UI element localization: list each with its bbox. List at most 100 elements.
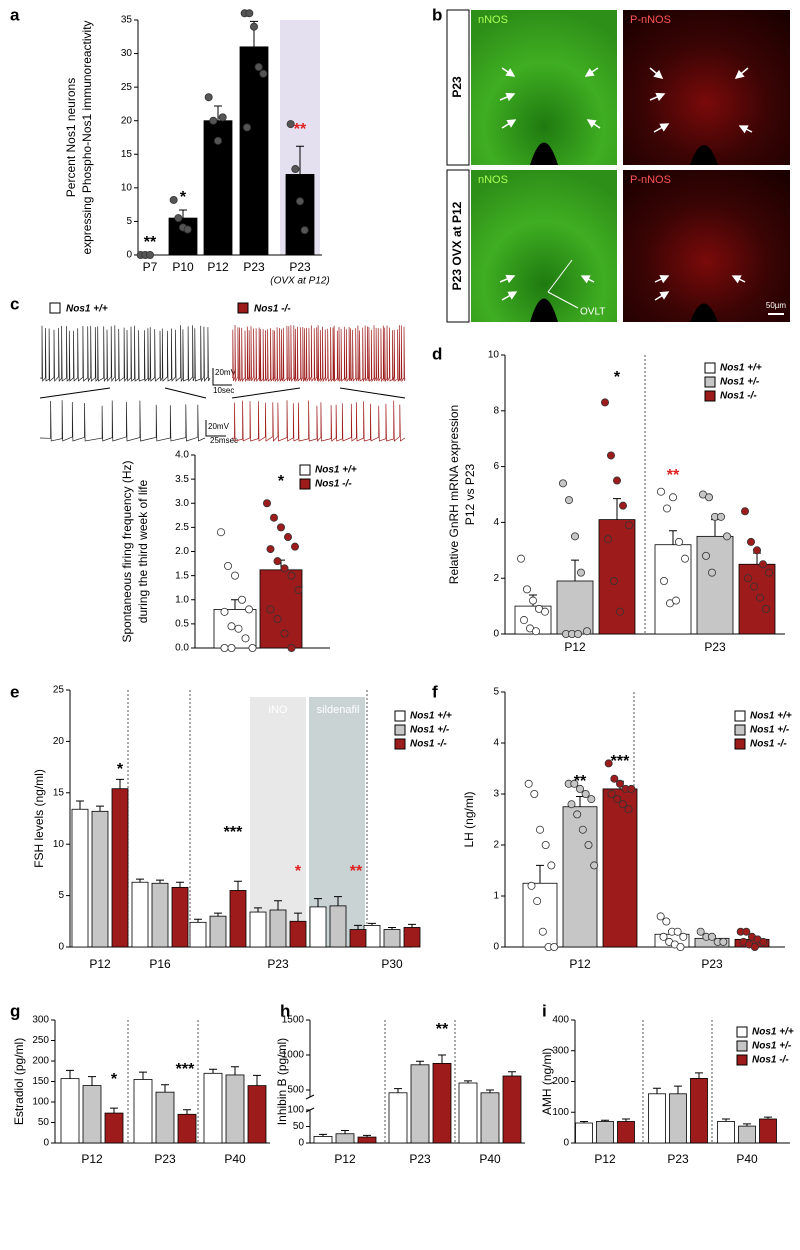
bar — [458, 1082, 478, 1144]
annotation: ** — [574, 773, 587, 790]
bar — [522, 882, 558, 948]
error-bar — [674, 1085, 682, 1094]
data-point — [218, 113, 227, 122]
data-point — [705, 493, 714, 502]
data-point — [291, 165, 300, 174]
data-point — [583, 627, 592, 636]
bar — [669, 1093, 687, 1144]
error-bar — [341, 1129, 349, 1134]
y-tick-label: 5 — [58, 890, 64, 901]
data-point — [662, 917, 671, 926]
bar — [690, 1078, 708, 1144]
panel-label: i — [542, 1001, 547, 1020]
bar — [696, 535, 734, 635]
error-bar — [508, 1071, 516, 1076]
data-point — [759, 937, 768, 946]
error-bar — [156, 879, 164, 884]
scale-label: 10sec — [213, 386, 234, 395]
zoom-line — [39, 387, 207, 399]
annotation: * — [111, 1071, 118, 1088]
bar — [104, 1112, 124, 1144]
y-tick-label: 200 — [552, 1076, 569, 1087]
x-tick-label: P23 — [701, 957, 723, 971]
bar — [335, 1133, 355, 1144]
micrograph — [623, 10, 790, 165]
data-point — [266, 605, 275, 614]
bar — [60, 1078, 80, 1144]
bar — [410, 1064, 430, 1144]
legend-label: Nos1 +/+ — [410, 711, 452, 722]
y-tick-label: 25 — [53, 685, 65, 696]
y-tick-label: 0 — [563, 1138, 569, 1149]
error-bar — [194, 918, 202, 923]
data-point — [533, 897, 542, 906]
y-tick-label: 10 — [488, 350, 500, 361]
error-bar — [234, 880, 242, 891]
error-bar — [388, 926, 396, 930]
arrows — [499, 67, 753, 301]
legend-swatch — [49, 302, 61, 314]
data-point — [750, 582, 759, 591]
panel-label: f — [432, 682, 438, 701]
panel-label: g — [10, 1001, 20, 1020]
bar — [617, 1121, 635, 1144]
y-tick-label: 25 — [121, 82, 133, 93]
error-bar — [438, 1054, 446, 1064]
legend-label: Nos1 +/+ — [720, 363, 762, 374]
bar — [759, 1118, 777, 1144]
panel-b: b P23 P23 OVX at P12 nNOS P-nNOS nNOS P-… — [432, 5, 790, 323]
legend-swatch — [736, 1054, 748, 1066]
data-point — [230, 571, 239, 580]
legend-label: Nos1 -/- — [750, 739, 787, 750]
error-bar — [711, 519, 719, 537]
data-point — [610, 774, 619, 783]
legend-label: Nos1 +/- — [720, 377, 760, 388]
chart: a Percent Nos1 neurons expressing Phospho-… — [10, 5, 330, 286]
data-point — [719, 937, 728, 946]
annotation: iNO — [269, 704, 288, 716]
x-tick-label: P23 — [267, 957, 289, 971]
annotation: ** — [294, 121, 307, 138]
trace — [231, 400, 406, 442]
data-point — [245, 9, 254, 18]
ventricle — [530, 142, 718, 322]
y-axis-label: P12 vs P23 — [463, 463, 477, 525]
error-bar — [576, 796, 584, 807]
scale-bar — [205, 368, 232, 437]
error-bar — [669, 530, 677, 545]
error-bar — [136, 878, 144, 883]
data-point — [300, 226, 309, 235]
data-point — [601, 398, 610, 407]
y-tick-label: 500 — [287, 1085, 304, 1096]
data-point — [248, 644, 257, 653]
annotation: * — [295, 863, 302, 880]
data-point — [295, 197, 304, 206]
error-bar — [695, 1072, 703, 1079]
bar — [82, 1085, 102, 1144]
y-tick-label: 0 — [58, 942, 64, 953]
error-bar — [209, 1068, 217, 1074]
y-tick-label: 1.5 — [175, 570, 189, 581]
error-bar — [486, 1089, 494, 1093]
annotation: * — [278, 473, 285, 490]
pointer — [547, 291, 579, 309]
data-point — [565, 496, 574, 505]
data-point — [675, 537, 684, 546]
data-point — [550, 943, 559, 952]
y-tick-label: 100 — [287, 1105, 304, 1116]
data-point — [660, 576, 669, 585]
data-point — [673, 927, 682, 936]
panel-label: h — [280, 1001, 290, 1020]
error-bar — [176, 881, 184, 888]
x-tick-label: P23 — [667, 1152, 689, 1166]
panel-label: e — [10, 682, 19, 701]
y-tick-label: 50 — [38, 1117, 50, 1128]
bar — [329, 905, 347, 948]
error-bar — [722, 1118, 730, 1122]
y-tick-label: 0 — [43, 1138, 49, 1149]
error-bar — [653, 1087, 661, 1094]
data-point — [762, 604, 771, 613]
legend-label: Nos1 +/+ — [750, 711, 792, 722]
data-point — [607, 451, 616, 460]
chart: c Spontaneous firing frequency (Hz) during… — [10, 294, 357, 653]
